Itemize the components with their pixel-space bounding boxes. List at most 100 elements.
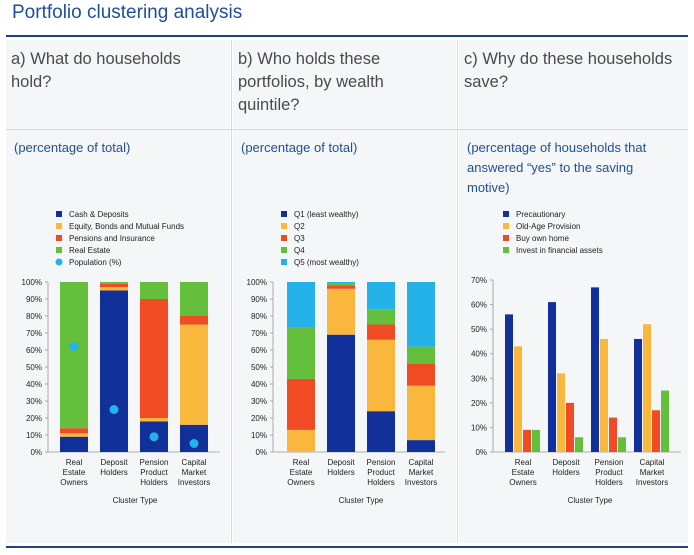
- y-tick-label: 30%: [26, 397, 42, 406]
- bar-pensions-and-insurance: [140, 299, 168, 418]
- y-tick-label: 20%: [251, 414, 267, 423]
- y-tick-label: 60%: [471, 301, 487, 310]
- y-tick-label: 60%: [251, 346, 267, 355]
- bar-q3: [287, 378, 315, 430]
- legend-label-buy-own-home: Buy own home: [516, 234, 569, 243]
- x-tick-label: Product: [367, 468, 395, 477]
- legend-swatch: [55, 258, 63, 266]
- bar-q5-most-wealthy: [367, 282, 395, 310]
- y-tick-label: 70%: [251, 329, 267, 338]
- bar-q4: [287, 327, 315, 379]
- bar-q5-most-wealthy: [287, 282, 315, 328]
- bar-pensions-and-insurance: [60, 428, 88, 434]
- chart-wealth-quintile: Q1 (least wealthy) Q2 Q3 Q4 Q5 (most wealthy…: [247, 210, 445, 505]
- bottom-rule: [6, 546, 688, 548]
- x-tick-label: Capital: [409, 458, 434, 467]
- x-tick-label: Holders: [327, 468, 355, 477]
- bar-q4: [327, 283, 355, 286]
- x-tick-label: Owners: [287, 478, 315, 487]
- legend-label-q3: Q3: [294, 234, 305, 243]
- x-tick-label: Market: [409, 468, 434, 477]
- x-axis-label: Cluster Type: [568, 496, 613, 505]
- y-tick-label: 80%: [26, 312, 42, 321]
- y-tick-label: 60%: [26, 346, 42, 355]
- y-tick-label: 10%: [471, 423, 487, 432]
- legend-swatch: [56, 235, 62, 241]
- bar-q2: [287, 429, 315, 452]
- y-tick-label: 70%: [26, 329, 42, 338]
- y-tick-label: 90%: [251, 295, 267, 304]
- y-tick-label: 50%: [471, 325, 487, 334]
- x-tick-label: Holders: [140, 478, 168, 487]
- bar-buy-own-home: [609, 417, 617, 452]
- legend-swatch: [281, 235, 287, 241]
- bar-q3: [327, 285, 355, 289]
- bar-old-age-provision: [643, 324, 651, 452]
- y-tick-label: 40%: [26, 380, 42, 389]
- x-axis-label: Cluster Type: [339, 496, 384, 505]
- title-rule: [6, 35, 688, 37]
- legend-swatch: [56, 247, 62, 253]
- legend-swatch: [56, 223, 62, 229]
- x-tick-label: Investors: [405, 478, 437, 487]
- marker-population: [149, 432, 159, 442]
- x-tick-label: Pension: [367, 458, 396, 467]
- panel-divider: [457, 40, 458, 543]
- x-tick-label: Pension: [595, 458, 624, 467]
- x-tick-label: Deposit: [552, 458, 580, 467]
- bar-invest-in-financial-assets: [661, 390, 669, 452]
- bar-equity-bonds-and-mutual-funds: [100, 287, 128, 291]
- bar-cash-deposits: [60, 436, 88, 452]
- x-tick-label: Owners: [509, 478, 537, 487]
- legend-label-pensions-and-insurance: Pensions and Insurance: [69, 234, 155, 243]
- x-tick-label: Investors: [636, 478, 668, 487]
- bar-q1-least-wealthy: [407, 440, 435, 452]
- x-tick-label: Holders: [595, 478, 623, 487]
- y-tick-label: 20%: [26, 414, 42, 423]
- bar-q3: [407, 363, 435, 386]
- x-tick-label: Estate: [512, 468, 535, 477]
- y-tick-label: 100%: [22, 278, 42, 287]
- header-divider: [6, 129, 688, 130]
- chart-holdings: Cash & Deposits Equity, Bonds and Mutual …: [22, 210, 220, 505]
- bar-pensions-and-insurance: [100, 283, 128, 288]
- bar-real-estate: [100, 282, 128, 284]
- bar-q4: [407, 346, 435, 364]
- panel-c-background: [459, 40, 688, 543]
- x-tick-label: Holders: [100, 468, 128, 477]
- x-axis-label: Cluster Type: [113, 496, 158, 505]
- y-tick-label: 30%: [471, 374, 487, 383]
- y-tick-label: 70%: [471, 276, 487, 285]
- bar-old-age-provision: [557, 373, 565, 452]
- x-tick-label: Capital: [640, 458, 665, 467]
- panel-divider: [231, 40, 232, 543]
- x-tick-label: Holders: [367, 478, 395, 487]
- bar-invest-in-financial-assets: [575, 437, 583, 452]
- legend-swatch: [281, 247, 287, 253]
- bar-invest-in-financial-assets: [532, 429, 540, 452]
- y-tick-label: 90%: [26, 295, 42, 304]
- bar-precautionary: [634, 338, 642, 452]
- legend-swatch: [503, 223, 509, 229]
- legend-swatch: [503, 247, 509, 253]
- legend-swatch: [503, 211, 509, 217]
- bar-q2: [367, 339, 395, 412]
- chart-saving-motives: Precautionary Old-Age Provision Buy own ho…: [471, 210, 681, 505]
- x-tick-label: Pension: [140, 458, 169, 467]
- marker-population: [69, 342, 79, 352]
- y-tick-label: 10%: [26, 431, 42, 440]
- bar-equity-bonds-and-mutual-funds: [180, 324, 208, 425]
- y-tick-label: 10%: [251, 431, 267, 440]
- y-tick-label: 80%: [251, 312, 267, 321]
- bar-q2: [327, 288, 355, 335]
- bar-precautionary: [505, 314, 513, 452]
- bar-old-age-provision: [514, 346, 522, 452]
- bar-q5-most-wealthy: [407, 282, 435, 347]
- legend-label-equity-bonds-and-mutual-funds: Equity, Bonds and Mutual Funds: [69, 222, 184, 231]
- legend-label-invest-in-financial-assets: Invest in financial assets: [516, 246, 603, 255]
- legend-swatch: [281, 223, 287, 229]
- bar-old-age-provision: [600, 338, 608, 452]
- y-tick-label: 40%: [251, 380, 267, 389]
- legend-label-population: Population (%): [69, 258, 122, 267]
- bar-real-estate: [180, 282, 208, 316]
